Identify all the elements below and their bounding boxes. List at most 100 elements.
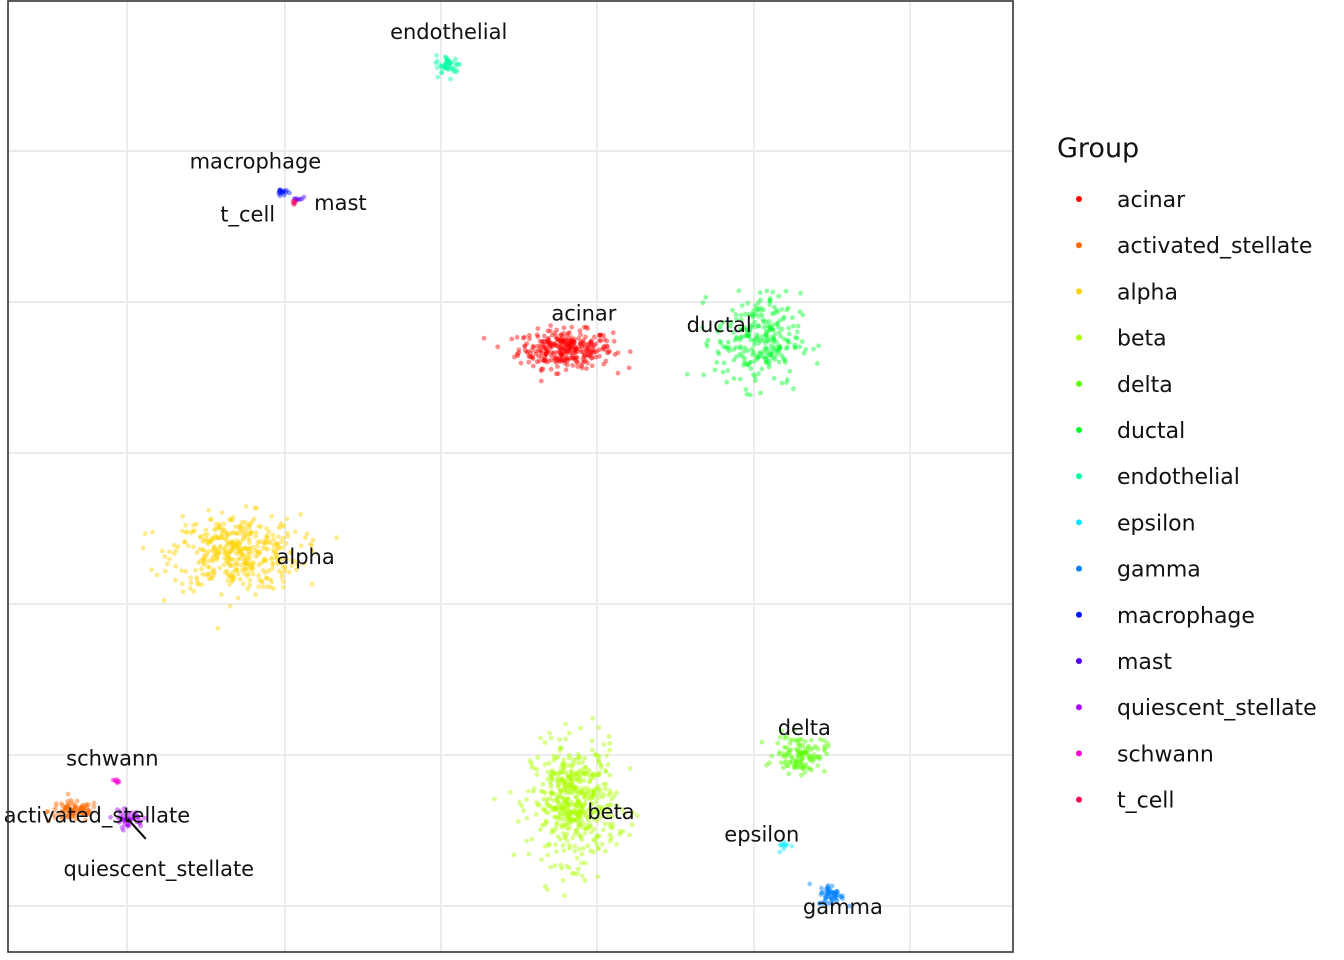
data-point (215, 547, 220, 552)
data-point (522, 348, 528, 353)
data-point (586, 818, 591, 823)
data-point (444, 55, 449, 61)
data-point (556, 793, 562, 799)
data-point (554, 849, 559, 854)
data-point (565, 817, 570, 822)
data-point (125, 813, 131, 818)
data-point (68, 809, 74, 814)
data-point (821, 769, 827, 774)
data-point (229, 539, 235, 544)
data-point (565, 331, 571, 336)
data-point (551, 342, 557, 347)
legend-swatch (1076, 288, 1082, 295)
data-point (770, 334, 775, 340)
data-point (617, 829, 623, 834)
data-point (530, 344, 536, 349)
data-point (782, 842, 788, 848)
data-point (246, 537, 252, 543)
data-point (251, 516, 257, 522)
data-point (529, 354, 535, 360)
data-point (580, 356, 586, 362)
data-point (590, 772, 595, 778)
data-point (830, 890, 835, 896)
data-point (560, 802, 566, 807)
data-point (559, 800, 565, 806)
data-point (517, 800, 522, 805)
data-point (571, 338, 576, 344)
data-point (807, 757, 812, 763)
legend-item-quiescent-stellate: quiescent_stellate (1076, 696, 1317, 721)
data-point (453, 69, 459, 75)
data-point (564, 342, 570, 347)
data-point (257, 577, 262, 583)
data-point (86, 808, 92, 814)
data-point (542, 355, 548, 361)
data-point (247, 525, 252, 530)
data-point (558, 788, 564, 793)
data-point (234, 541, 240, 546)
data-point (559, 357, 565, 363)
data-point (798, 762, 804, 768)
data-point (576, 755, 582, 761)
data-point (782, 735, 788, 741)
data-point (804, 750, 810, 756)
data-point (569, 762, 575, 767)
data-point (213, 533, 218, 539)
data-point (224, 568, 230, 574)
data-point (575, 813, 581, 818)
data-point (515, 818, 521, 824)
data-point (66, 811, 72, 816)
data-point (786, 340, 792, 345)
data-point (565, 362, 570, 368)
data-point (553, 842, 558, 848)
data-point (566, 343, 572, 348)
data-point (560, 877, 566, 883)
data-point (84, 810, 90, 816)
data-point (294, 197, 299, 203)
data-point (601, 345, 606, 351)
data-point (599, 842, 605, 847)
data-point (230, 548, 236, 553)
data-point (271, 549, 277, 555)
data-point (798, 759, 803, 765)
data-point (563, 367, 569, 373)
data-point (203, 527, 209, 533)
data-point (68, 810, 73, 816)
data-point (212, 526, 217, 532)
data-point (579, 873, 585, 879)
data-point (573, 770, 579, 776)
data-point (241, 571, 247, 576)
data-point (184, 529, 190, 535)
data-point (230, 529, 236, 535)
data-point (805, 754, 811, 760)
data-point (561, 822, 567, 828)
data-point (73, 809, 78, 815)
data-point (235, 571, 241, 577)
data-point (71, 808, 77, 813)
data-point (787, 760, 793, 765)
data-point (752, 336, 758, 342)
data-point (524, 341, 530, 346)
data-point (777, 749, 783, 755)
data-point (792, 344, 798, 350)
data-point (194, 575, 199, 580)
data-point (232, 541, 238, 547)
data-point (699, 325, 705, 330)
data-point (558, 806, 563, 812)
data-point (779, 353, 785, 359)
data-point (564, 803, 570, 809)
data-point (717, 326, 722, 332)
data-point (607, 832, 613, 837)
data-point (586, 796, 592, 801)
legend-swatch (1076, 242, 1082, 249)
data-point (723, 344, 729, 350)
data-point (119, 825, 125, 830)
data-point (225, 540, 231, 546)
data-point (581, 790, 586, 796)
data-point (91, 804, 97, 810)
data-point (828, 895, 833, 901)
data-point (825, 883, 831, 888)
data-point (744, 328, 750, 334)
data-point (247, 540, 252, 546)
data-point (552, 330, 558, 336)
